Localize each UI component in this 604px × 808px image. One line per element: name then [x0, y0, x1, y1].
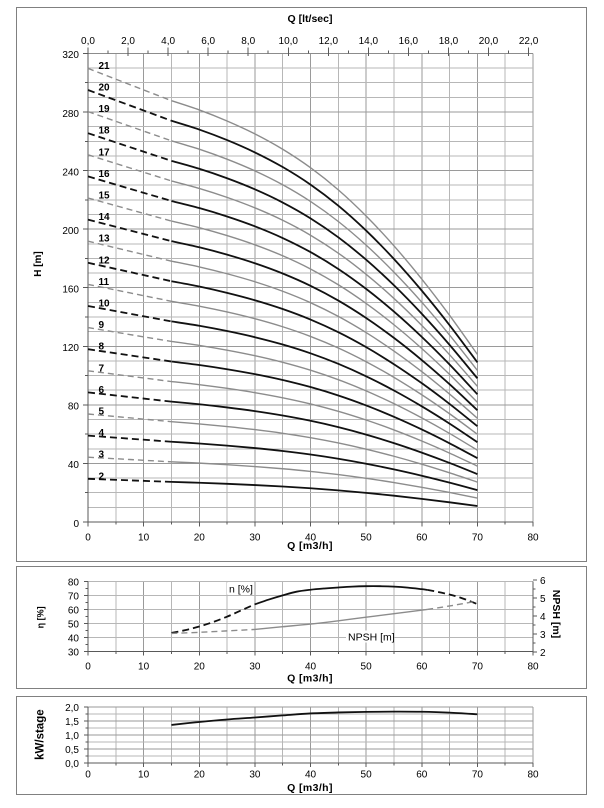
svg-text:4: 4 — [540, 612, 546, 623]
svg-text:80: 80 — [527, 770, 539, 781]
svg-text:Q [lt/sec]: Q [lt/sec] — [288, 13, 333, 25]
svg-text:0: 0 — [85, 532, 91, 543]
svg-text:17: 17 — [99, 147, 111, 158]
svg-text:10: 10 — [138, 770, 150, 781]
svg-text:10: 10 — [138, 662, 150, 673]
svg-text:50: 50 — [68, 619, 80, 630]
svg-text:70: 70 — [472, 662, 484, 673]
svg-text:6: 6 — [540, 576, 546, 587]
svg-text:70: 70 — [472, 532, 484, 543]
svg-text:6: 6 — [99, 385, 105, 396]
svg-text:120: 120 — [62, 343, 79, 354]
svg-text:n [%]: n [%] — [229, 584, 253, 596]
svg-text:80: 80 — [527, 532, 539, 543]
svg-text:50: 50 — [361, 532, 373, 543]
svg-text:70: 70 — [472, 770, 484, 781]
svg-text:Q [m3/h]: Q [m3/h] — [287, 673, 333, 685]
svg-text:8: 8 — [99, 342, 105, 353]
svg-text:60: 60 — [68, 605, 80, 616]
svg-text:80: 80 — [68, 402, 80, 413]
svg-text:Q [m3/h]: Q [m3/h] — [287, 540, 333, 552]
svg-text:3: 3 — [99, 450, 105, 461]
svg-text:NPSH [m]: NPSH [m] — [550, 590, 562, 638]
svg-text:2: 2 — [99, 471, 105, 482]
svg-text:160: 160 — [62, 285, 79, 296]
svg-text:11: 11 — [99, 277, 110, 288]
svg-text:40: 40 — [305, 770, 317, 781]
svg-text:12: 12 — [99, 255, 111, 266]
svg-text:0,0: 0,0 — [81, 36, 95, 47]
svg-text:22,0: 22,0 — [519, 36, 539, 47]
svg-text:2,0: 2,0 — [65, 703, 79, 714]
svg-text:60: 60 — [416, 770, 428, 781]
svg-text:40: 40 — [305, 662, 317, 673]
svg-text:50: 50 — [361, 770, 373, 781]
svg-text:10: 10 — [99, 299, 111, 310]
svg-text:kW/stage: kW/stage — [34, 709, 46, 760]
svg-text:16: 16 — [99, 169, 111, 180]
svg-text:30: 30 — [249, 532, 261, 543]
svg-text:70: 70 — [68, 591, 80, 602]
svg-text:30: 30 — [249, 662, 261, 673]
svg-text:19: 19 — [99, 104, 111, 115]
svg-text:5: 5 — [540, 594, 546, 605]
svg-text:20: 20 — [194, 532, 206, 543]
svg-text:21: 21 — [99, 61, 111, 72]
svg-text:18,0: 18,0 — [439, 36, 459, 47]
svg-text:80: 80 — [527, 662, 539, 673]
svg-text:12,0: 12,0 — [319, 36, 339, 47]
svg-text:0,5: 0,5 — [65, 745, 79, 756]
svg-text:80: 80 — [68, 577, 80, 588]
svg-text:1,0: 1,0 — [65, 731, 79, 742]
svg-text:20: 20 — [194, 662, 206, 673]
svg-text:7: 7 — [99, 363, 105, 374]
svg-text:20: 20 — [99, 83, 111, 94]
svg-text:30: 30 — [249, 770, 261, 781]
svg-text:20: 20 — [194, 770, 206, 781]
svg-text:4,0: 4,0 — [161, 36, 175, 47]
svg-text:14: 14 — [99, 212, 111, 223]
svg-text:14,0: 14,0 — [359, 36, 379, 47]
svg-text:4: 4 — [99, 428, 105, 439]
svg-text:60: 60 — [416, 532, 428, 543]
svg-text:3: 3 — [540, 630, 546, 641]
svg-text:320: 320 — [62, 50, 79, 61]
svg-text:50: 50 — [361, 662, 373, 673]
svg-text:0: 0 — [85, 662, 91, 673]
svg-text:30: 30 — [68, 648, 80, 659]
svg-text:Q [m3/h]: Q [m3/h] — [287, 782, 333, 794]
svg-text:2,0: 2,0 — [121, 36, 135, 47]
svg-text:40: 40 — [68, 633, 80, 644]
svg-text:18: 18 — [99, 126, 111, 137]
svg-text:60: 60 — [416, 662, 428, 673]
svg-text:9: 9 — [99, 320, 105, 331]
svg-text:5: 5 — [99, 407, 105, 418]
svg-text:H [m]: H [m] — [33, 251, 44, 277]
svg-text:2: 2 — [540, 648, 546, 659]
svg-text:1,5: 1,5 — [65, 717, 79, 728]
svg-text:40: 40 — [305, 532, 317, 543]
svg-text:0: 0 — [85, 770, 91, 781]
svg-text:13: 13 — [99, 234, 111, 245]
svg-text:10: 10 — [138, 532, 150, 543]
svg-text:20,0: 20,0 — [479, 36, 499, 47]
svg-text:8,0: 8,0 — [241, 36, 255, 47]
svg-text:0,0: 0,0 — [65, 759, 79, 770]
svg-text:240: 240 — [62, 167, 79, 178]
svg-text:10,0: 10,0 — [279, 36, 299, 47]
svg-text:NPSH [m]: NPSH [m] — [348, 632, 395, 644]
svg-text:280: 280 — [62, 109, 79, 120]
svg-text:η [%]: η [%] — [36, 606, 46, 628]
svg-text:16,0: 16,0 — [399, 36, 419, 47]
svg-text:15: 15 — [99, 191, 111, 202]
svg-text:200: 200 — [62, 226, 79, 237]
svg-text:6,0: 6,0 — [201, 36, 215, 47]
svg-text:40: 40 — [68, 460, 80, 471]
svg-text:0: 0 — [73, 519, 79, 530]
